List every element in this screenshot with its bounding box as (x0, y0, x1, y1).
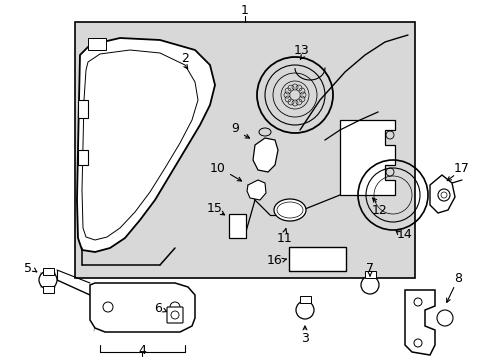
Text: 7: 7 (365, 261, 373, 274)
Text: 12: 12 (371, 203, 387, 216)
Ellipse shape (273, 199, 305, 221)
FancyBboxPatch shape (228, 214, 245, 238)
Polygon shape (246, 180, 265, 200)
Text: 1: 1 (241, 4, 248, 17)
Polygon shape (252, 138, 278, 172)
Text: 16: 16 (266, 253, 282, 266)
FancyBboxPatch shape (288, 247, 346, 271)
Text: 11: 11 (277, 231, 292, 244)
Text: 14: 14 (396, 229, 412, 242)
Text: 15: 15 (206, 202, 223, 215)
Circle shape (295, 301, 313, 319)
Text: 9: 9 (231, 122, 239, 135)
FancyBboxPatch shape (364, 270, 375, 278)
Text: 10: 10 (210, 162, 225, 175)
Text: 13: 13 (293, 44, 309, 57)
Text: 6: 6 (154, 302, 162, 315)
Polygon shape (90, 283, 195, 332)
Polygon shape (429, 175, 454, 213)
Text: 4: 4 (138, 343, 145, 356)
FancyBboxPatch shape (167, 307, 183, 323)
Bar (75, 22, 414, 278)
Text: 17: 17 (453, 162, 469, 175)
Polygon shape (77, 38, 215, 252)
Text: 2: 2 (181, 51, 188, 64)
FancyBboxPatch shape (299, 296, 310, 302)
FancyBboxPatch shape (78, 150, 88, 165)
Circle shape (436, 310, 452, 326)
FancyBboxPatch shape (88, 38, 106, 50)
Text: 3: 3 (301, 332, 308, 345)
Circle shape (39, 271, 57, 289)
Circle shape (360, 276, 378, 294)
Text: 8: 8 (453, 271, 461, 284)
Polygon shape (404, 290, 434, 355)
Text: 5: 5 (24, 261, 32, 274)
FancyBboxPatch shape (78, 100, 88, 118)
FancyBboxPatch shape (42, 285, 53, 292)
Polygon shape (339, 120, 394, 195)
FancyBboxPatch shape (42, 267, 53, 274)
